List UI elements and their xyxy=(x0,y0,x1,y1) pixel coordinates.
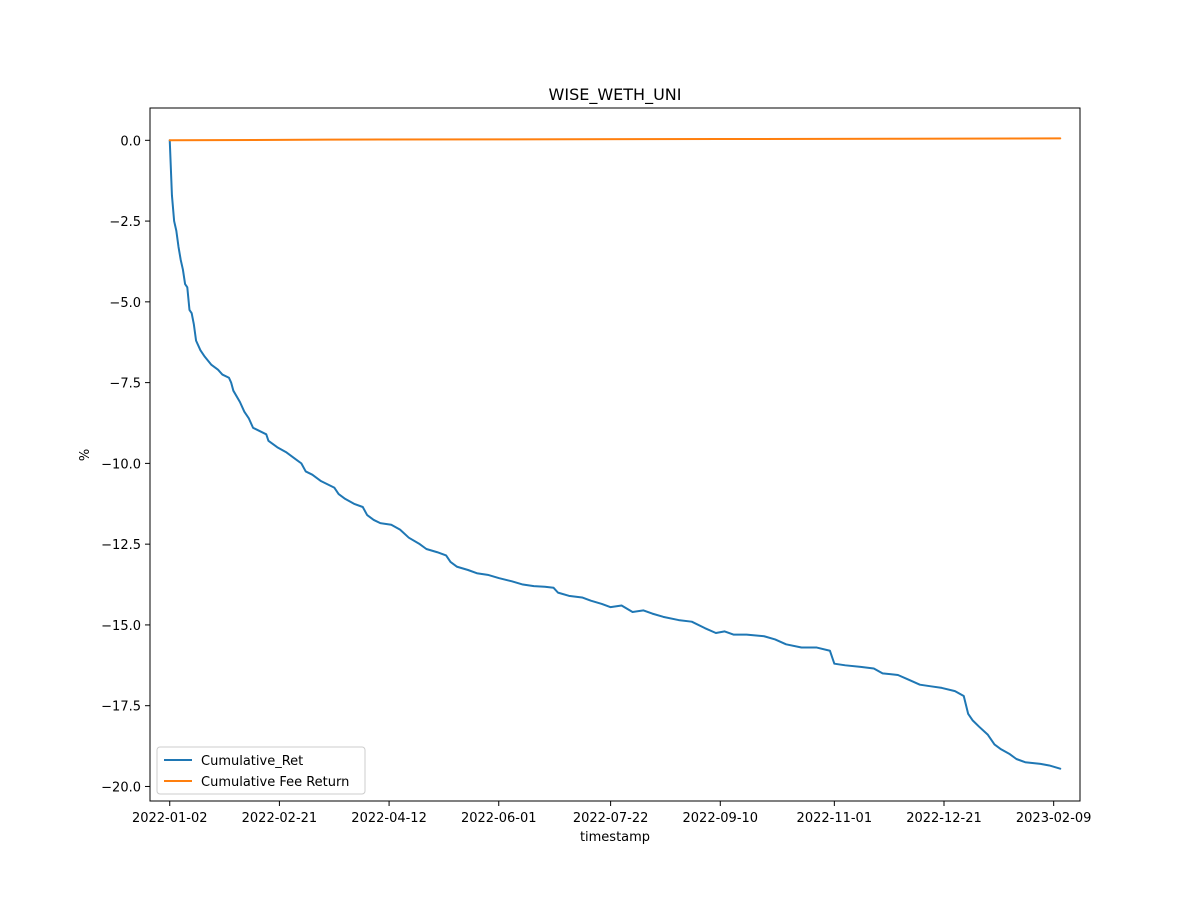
plot-frame xyxy=(149,107,1081,802)
y-tick-label: −12.5 xyxy=(101,538,141,553)
series-line-cumulative-fee-return xyxy=(168,137,1062,142)
y-tick-label: −15.0 xyxy=(101,619,141,634)
y-tick-label: −5.0 xyxy=(109,296,141,311)
x-tick-label: 2022-11-01 xyxy=(797,811,873,826)
x-tick-label: 2022-02-21 xyxy=(242,811,318,826)
legend-label-cumulative-fee-return: Cumulative Fee Return xyxy=(201,775,349,790)
y-tick-label: −10.0 xyxy=(101,457,141,472)
plot-content xyxy=(168,137,1062,770)
legend: Cumulative_Ret Cumulative Fee Return xyxy=(156,746,366,795)
series-line-cumulative-ret xyxy=(168,139,1062,770)
y-tick-label: 0.0 xyxy=(120,134,141,149)
y-tick-label: −20.0 xyxy=(101,780,141,795)
x-tick-label: 2022-09-10 xyxy=(683,811,759,826)
x-tick-label: 2023-02-09 xyxy=(1016,811,1092,826)
axis-ticks: 2022-01-02 2022-02-21 2022-04-12 2022-06-01… xyxy=(101,134,1091,826)
legend-box xyxy=(156,746,366,795)
x-tick-label: 2022-12-21 xyxy=(906,811,982,826)
legend-label-cumulative-ret: Cumulative_Ret xyxy=(201,754,303,769)
x-tick-label: 2022-07-22 xyxy=(573,811,649,826)
y-axis-label: % xyxy=(78,449,93,461)
y-tick-label: −2.5 xyxy=(109,215,141,230)
x-tick-label: 2022-01-02 xyxy=(132,811,208,826)
chart-title: WISE_WETH_UNI xyxy=(549,85,682,105)
x-axis-label: timestamp xyxy=(580,830,650,845)
x-tick-label: 2022-06-01 xyxy=(461,811,537,826)
y-tick-label: −7.5 xyxy=(109,377,141,392)
x-tick-label: 2022-04-12 xyxy=(351,811,427,826)
y-tick-label: −17.5 xyxy=(101,700,141,715)
